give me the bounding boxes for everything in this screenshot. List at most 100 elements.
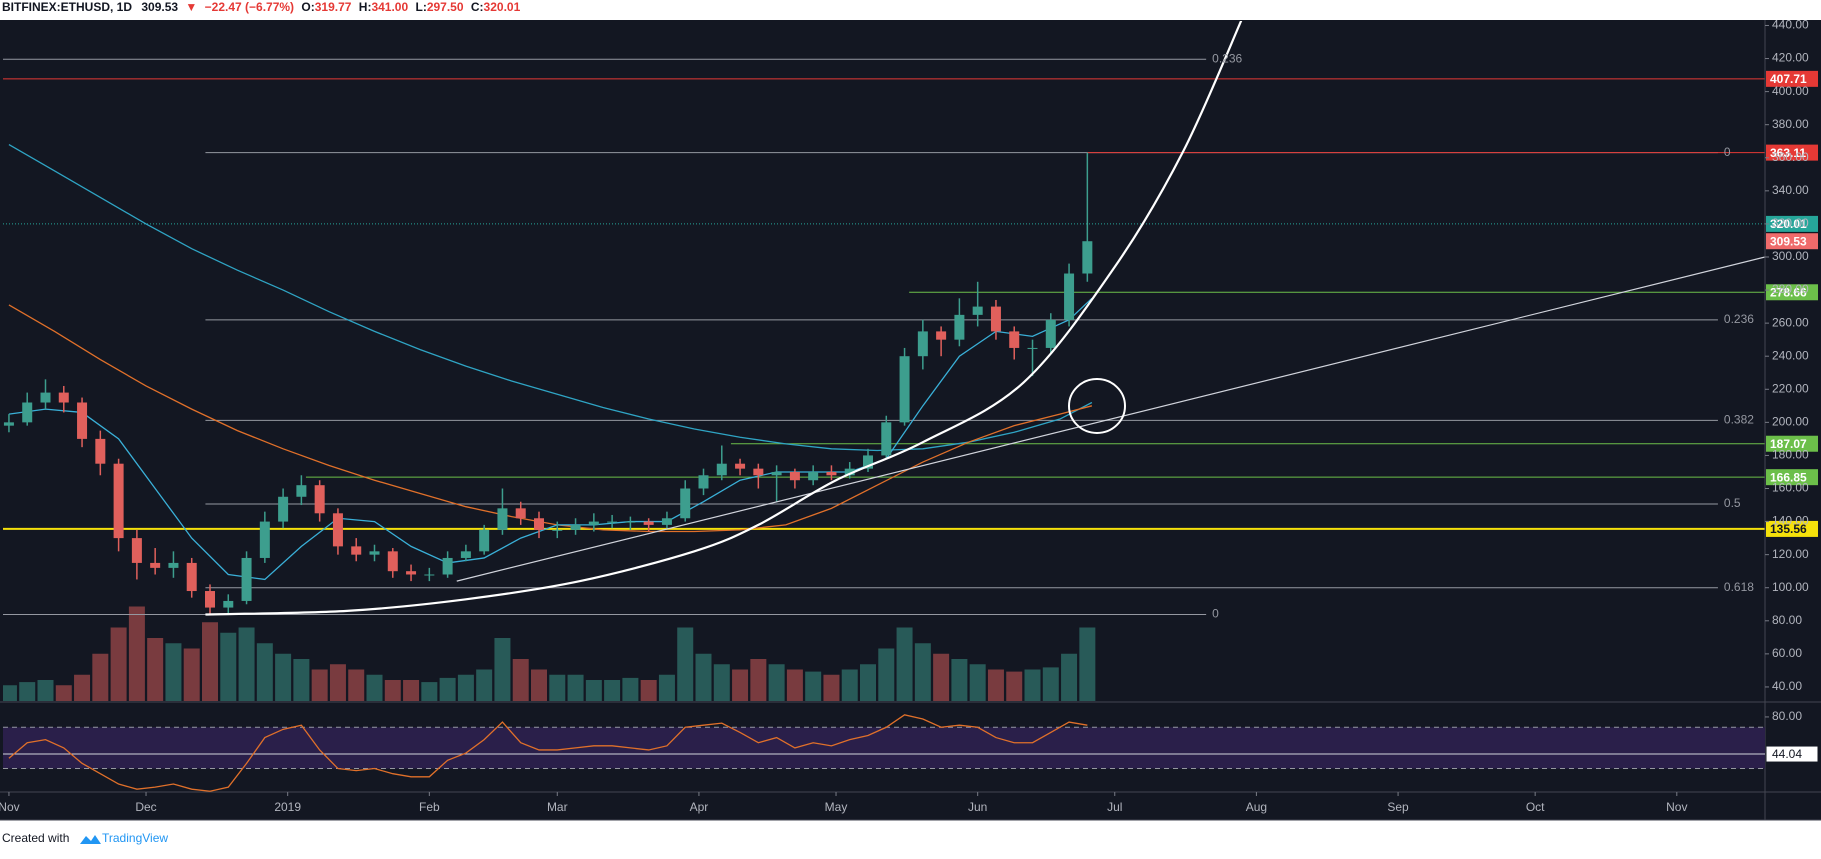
- volume-bar: [403, 680, 420, 701]
- overlay: 0 0.236 0.382 0.5 0.618 0.236 0 407.71 363.11 320…: [1212, 51, 1818, 621]
- candle-body: [863, 455, 874, 469]
- candle-body: [954, 314, 965, 340]
- plot: 0 0.236 0.382 0.5 0.618 0.236 0 407.71 363.11 320…: [0, 18, 1821, 821]
- volume-bar: [512, 659, 529, 701]
- candle-body: [899, 356, 910, 423]
- volume-bar: [348, 669, 365, 701]
- moving-average: [8, 143, 1093, 452]
- candle-body: [479, 529, 490, 552]
- volume-bar: [622, 677, 639, 701]
- volume-bar: [1042, 667, 1059, 701]
- y-tick-label: 400.00: [1772, 84, 1809, 98]
- x-tick-label: Jun: [968, 800, 987, 814]
- candle-body: [369, 551, 380, 555]
- volume-bar: [531, 669, 548, 701]
- candle-body: [990, 306, 1001, 332]
- x-tick-label: Sep: [1387, 800, 1409, 814]
- volume-bar: [695, 653, 712, 701]
- volume-bar: [384, 680, 401, 701]
- y-tick-label: 260.00: [1772, 315, 1809, 329]
- x-tick-label: Jul: [1107, 800, 1122, 814]
- ohlc-label: C:: [471, 0, 484, 14]
- volume-bar: [19, 682, 36, 701]
- y-tick-label: 240.00: [1772, 348, 1809, 362]
- volume-bar: [256, 643, 273, 701]
- volume-bar: [713, 664, 730, 701]
- ohlc-label: H:: [359, 0, 372, 14]
- candle-body: [753, 468, 764, 476]
- candle-body: [917, 331, 928, 357]
- x-tick-label: 2019: [274, 800, 301, 814]
- fib-label: 0.618: [1724, 580, 1754, 594]
- volume-bar: [457, 674, 474, 701]
- candle-body: [186, 562, 197, 592]
- candle-body: [296, 485, 307, 497]
- candle-body: [534, 518, 545, 530]
- candle-body: [588, 521, 599, 525]
- candle-body: [259, 521, 270, 558]
- volume-bar: [37, 680, 54, 701]
- tradingview-logo[interactable]: [80, 835, 101, 844]
- rsi-tick-label: 80.00: [1772, 709, 1802, 723]
- candle-body: [607, 521, 618, 523]
- volume-bar: [841, 669, 858, 701]
- x-tick-label: Nov: [0, 800, 20, 814]
- price-label: 187.07: [1770, 437, 1807, 451]
- price-label: 320.01: [1770, 217, 1807, 231]
- candle-body: [698, 475, 709, 489]
- price-label: 407.71: [1770, 72, 1807, 86]
- candle-body: [1009, 331, 1020, 348]
- volume-bar: [768, 664, 785, 701]
- ohlc-value: 319.77: [315, 0, 352, 14]
- y-tick-label: 340.00: [1772, 183, 1809, 197]
- volume-bar: [147, 638, 164, 701]
- x-tick-label: Feb: [419, 800, 440, 814]
- y-tick-label: 60.00: [1772, 646, 1802, 660]
- x-tick-label: Mar: [547, 800, 568, 814]
- header-bar: [0, 0, 1821, 20]
- volume-bar: [3, 685, 17, 701]
- y-tick-label: 120.00: [1772, 547, 1809, 561]
- ohlc-value: 341.00: [371, 0, 408, 14]
- volume-bar: [640, 680, 657, 701]
- volume-bar: [293, 659, 310, 701]
- volume-bar: [969, 664, 986, 701]
- candle-body: [515, 508, 526, 519]
- volume-bar: [366, 674, 383, 701]
- candle-body: [661, 518, 672, 525]
- rsi-band: [3, 727, 1765, 769]
- volume-bar: [951, 659, 968, 701]
- candle-body: [204, 591, 215, 608]
- volume-bar: [128, 606, 145, 701]
- candle-body: [95, 438, 106, 464]
- price-label-box: [1766, 70, 1818, 87]
- fib-label: 0.5: [1724, 496, 1741, 510]
- volume-bar: [549, 674, 566, 701]
- candle-body: [936, 331, 947, 340]
- rsi-level-box: [1765, 745, 1819, 763]
- price-label-box: [1766, 469, 1818, 486]
- volume-bar: [786, 669, 803, 701]
- price-label-box: [1766, 520, 1818, 537]
- price-label-box: [1766, 144, 1818, 161]
- price-label-box: [1766, 215, 1818, 232]
- y-tick-label: 220.00: [1772, 381, 1809, 395]
- candle-body: [351, 546, 362, 555]
- candle-body: [460, 551, 471, 558]
- candle-body: [625, 521, 636, 523]
- volume-bar: [567, 674, 584, 701]
- footer-created: Created with: [2, 831, 69, 845]
- candle-body: [3, 422, 14, 426]
- y-tick-label: 140.00: [1772, 514, 1809, 528]
- candle-body: [278, 496, 289, 522]
- y-tick-label: 420.00: [1772, 51, 1809, 65]
- volume-bar: [238, 627, 255, 701]
- arrow: ▼: [185, 0, 197, 14]
- volume-bar: [1006, 671, 1023, 701]
- y-tick-label: 440.00: [1772, 18, 1809, 32]
- candle-body: [972, 306, 983, 315]
- volume-bar: [55, 685, 72, 701]
- volume-bar: [1061, 653, 1078, 701]
- footer-brand[interactable]: TradingView: [102, 831, 168, 845]
